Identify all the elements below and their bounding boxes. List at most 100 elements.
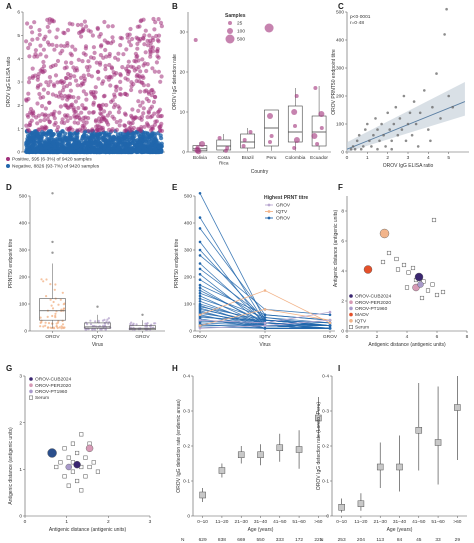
panel-e-orov-point bbox=[198, 283, 202, 287]
panel-a-negative-point bbox=[69, 131, 74, 136]
panel-d-xlabel: Virus bbox=[92, 342, 104, 348]
panel-a-positive-point bbox=[77, 127, 82, 132]
panel-g-xtick-label: 0 bbox=[24, 519, 27, 525]
panel-g-serum bbox=[66, 455, 71, 460]
panel-a-positive-point bbox=[95, 123, 100, 128]
panel-a-positive-point bbox=[155, 54, 160, 59]
panel-a-negative-point bbox=[53, 149, 58, 154]
panel-a-negative-point bbox=[94, 132, 99, 137]
panel-f-antigen-madv bbox=[363, 265, 373, 274]
panel-a-positive-point bbox=[98, 53, 103, 58]
panel-c-regression-line bbox=[346, 101, 466, 150]
panel-a-positive-point bbox=[96, 76, 101, 81]
panel-d-point bbox=[53, 288, 56, 291]
panel-a-negative-point bbox=[51, 137, 56, 142]
panel-e-orov-point bbox=[198, 267, 202, 271]
panel-a-positive-point bbox=[135, 41, 140, 47]
panel-a-positive-point bbox=[57, 110, 62, 115]
panel-b-point bbox=[242, 138, 247, 142]
panel-h-ytick-label: 0·3 bbox=[183, 409, 190, 415]
panel-a-positive-point bbox=[141, 111, 146, 116]
panel-a-positive-point bbox=[65, 28, 71, 33]
panel-f-legend-label: OROV-PER2020 bbox=[355, 300, 391, 306]
panel-c-point bbox=[398, 117, 402, 120]
panel-c-point bbox=[414, 122, 418, 126]
panel-a-positive-point bbox=[68, 73, 73, 78]
panel-a-positive-point bbox=[157, 107, 163, 112]
panel-a-positive-point bbox=[44, 125, 49, 130]
panel-a-negative-point bbox=[112, 149, 117, 154]
panel-d-point bbox=[103, 324, 107, 327]
panel-a-positive-point bbox=[75, 83, 80, 88]
panel-d-point bbox=[85, 328, 88, 331]
panel-f-serum bbox=[401, 262, 407, 268]
panel-a-positive-point bbox=[132, 58, 137, 64]
panel-a-positive-point bbox=[150, 66, 155, 71]
panel-a-positive-point bbox=[26, 91, 31, 96]
panel-e-orov-point bbox=[198, 227, 202, 230]
panel-e-ytick-label: 100 bbox=[184, 302, 192, 308]
panel-e-ytick-label: 200 bbox=[184, 275, 192, 281]
panel-a-positive-point bbox=[72, 120, 77, 125]
panel-h-estimate bbox=[237, 451, 245, 458]
panel-a-positive-point bbox=[128, 43, 133, 48]
panel-e-ytick-label: 500 bbox=[184, 194, 192, 200]
panel-f-ytick-label: 0 bbox=[341, 329, 344, 335]
panel-a-positive-point bbox=[117, 92, 122, 97]
panel-e-iqtv-point bbox=[328, 321, 332, 325]
panel-a-ytick-label: 0 bbox=[17, 150, 20, 156]
panel-f-legend-marker bbox=[349, 306, 353, 311]
panel-a-positive-point bbox=[45, 17, 50, 22]
panel-a-negative-point bbox=[155, 149, 161, 155]
panel-a-positive-point bbox=[143, 28, 148, 33]
panel-c-point bbox=[429, 139, 432, 143]
panel-d-point bbox=[45, 278, 48, 281]
panel-d-point bbox=[91, 328, 94, 331]
panel-i-xtick-label: 21–30 bbox=[374, 519, 388, 525]
panel-c-point bbox=[412, 100, 416, 103]
panel-a-positive-point bbox=[54, 128, 60, 133]
panel-b-box bbox=[216, 139, 232, 151]
panel-a-negative-point bbox=[88, 143, 93, 148]
panel-d-point bbox=[153, 322, 156, 325]
panel-d-ytick-label: 500 bbox=[19, 194, 27, 200]
panel-a-positive-point bbox=[35, 101, 40, 106]
panel-a-positive-point bbox=[147, 33, 152, 38]
panel-c-point bbox=[390, 139, 394, 143]
panel-a-positive-point bbox=[146, 83, 151, 88]
panel-a-positive-point bbox=[141, 63, 146, 68]
panel-a-positive-point bbox=[138, 69, 143, 74]
panel-a-negative-point bbox=[56, 143, 61, 148]
panel-a-positive-point bbox=[121, 52, 126, 57]
panel-a-negative-point bbox=[51, 132, 57, 137]
panel-b-xtick-label: Bolivia bbox=[193, 155, 207, 161]
panel-d-outlier bbox=[96, 305, 99, 308]
panel-a-positive-point bbox=[52, 47, 57, 52]
panel-f-ytick-label: 6 bbox=[341, 239, 344, 245]
panel-a-negative-point bbox=[31, 133, 36, 138]
panel-g-serum bbox=[91, 460, 96, 465]
panel-a-positive-point bbox=[54, 93, 59, 98]
panel-f-legend-label: IQTV bbox=[355, 318, 367, 324]
panel-f-serum bbox=[410, 265, 416, 271]
panel-a-positive-point bbox=[145, 115, 150, 120]
panel-f-legend-label: OROV-PT1960 bbox=[355, 306, 388, 312]
panel-e-orov-point bbox=[198, 300, 202, 303]
panel-d-ytick-label: 0 bbox=[24, 329, 27, 335]
panel-a-positive-point bbox=[83, 46, 88, 51]
panel-a-positive-point bbox=[118, 35, 123, 40]
panel-a-negative-point bbox=[24, 149, 29, 154]
panel-a-positive-point bbox=[111, 105, 117, 110]
panel-a-negative-point bbox=[45, 132, 51, 137]
panel-b-ylabel: OROV IgG detection rate bbox=[172, 54, 178, 110]
panel-h-ylabel: OROV IgG detection rate (endemic areas) bbox=[176, 399, 182, 493]
panel-c-ylabel: OROV PRNT50 endpoint titre bbox=[331, 49, 337, 115]
panel-a-positive-point bbox=[134, 78, 139, 84]
panel-e-orov-point bbox=[198, 294, 202, 298]
panel-e-grov-point bbox=[198, 327, 202, 330]
panel-d-point bbox=[47, 322, 51, 325]
panel-a-positive-point bbox=[75, 121, 81, 126]
panel-e-ytick-label: 400 bbox=[184, 221, 192, 227]
panel-e-orov-line bbox=[199, 217, 331, 329]
